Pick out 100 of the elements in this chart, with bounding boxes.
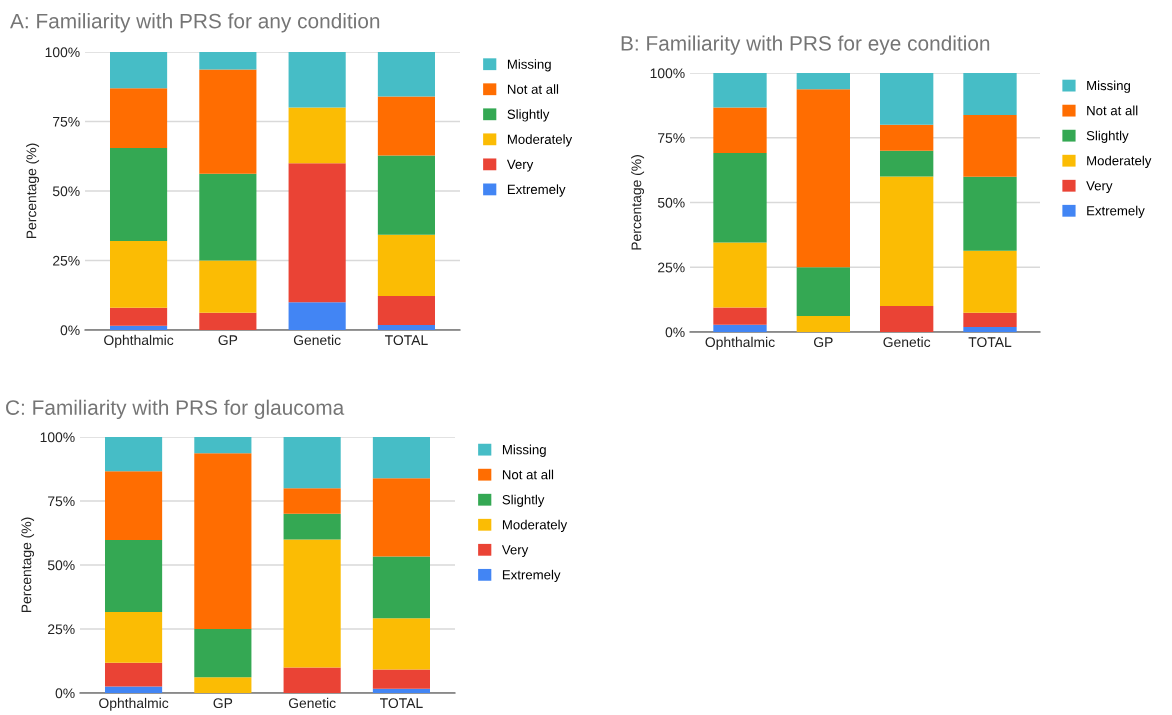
bar	[199, 260, 257, 313]
bar	[288, 302, 346, 330]
y-tick-label: 100%	[45, 47, 80, 58]
bar	[963, 312, 1017, 328]
bar	[372, 478, 430, 557]
bar	[194, 677, 252, 693]
bar	[110, 307, 168, 326]
bar	[796, 315, 850, 332]
bar	[377, 155, 435, 235]
y-tick-label: 0%	[665, 327, 685, 338]
bar	[199, 69, 257, 174]
bar	[377, 325, 435, 330]
bar	[199, 312, 257, 330]
bar	[963, 250, 1017, 313]
legend-label: Missing	[502, 444, 546, 457]
bar	[963, 73, 1017, 115]
x-tick-label: Ophthalmic	[104, 334, 174, 348]
bar	[283, 513, 341, 540]
bar	[288, 107, 346, 164]
y-tick-label: 25%	[48, 624, 75, 635]
bar	[796, 89, 850, 268]
x-tick-label: Genetic	[293, 334, 341, 346]
bar	[713, 242, 767, 308]
y-tick-label: 75%	[658, 133, 685, 143]
legend-label: Not at all	[507, 84, 559, 94]
chart-title: B: Familiarity with PRS for eye condition	[621, 35, 990, 55]
bar	[796, 73, 850, 90]
bar	[199, 173, 257, 261]
x-tick-label: Genetic	[883, 336, 931, 348]
bar	[963, 327, 1017, 332]
legend-label: Not at all	[1087, 105, 1138, 116]
bar	[283, 488, 341, 514]
y-tick-label: 0%	[60, 325, 80, 336]
bar	[372, 437, 430, 479]
chart-title: A: Familiarity with PRS for any condition	[10, 13, 380, 33]
legend-label: Slightly	[507, 109, 550, 122]
y-tick-label: 25%	[658, 262, 685, 273]
y-tick-label: 50%	[52, 186, 80, 197]
bar	[283, 667, 341, 693]
bar	[372, 669, 430, 689]
y-tick-label: 50%	[47, 560, 75, 571]
bar	[288, 52, 346, 108]
y-tick-label: 100%	[650, 68, 685, 79]
bar	[283, 437, 341, 489]
legend-label: Very	[501, 545, 529, 558]
bar	[110, 52, 168, 89]
legend-label: Extremely	[507, 184, 566, 197]
bar	[713, 153, 767, 243]
legend-label: Extremely	[502, 569, 561, 583]
bar	[377, 96, 435, 156]
bar	[880, 176, 934, 307]
y-tick-label: 50%	[657, 197, 685, 208]
bar	[194, 629, 252, 678]
x-tick-label: TOTAL	[380, 698, 423, 709]
legend-label: Slightly	[1086, 130, 1129, 143]
legend-label: Very	[506, 159, 534, 172]
bar	[105, 662, 163, 687]
legend-label: Slightly	[502, 494, 545, 507]
bar	[110, 147, 168, 242]
bar	[713, 324, 767, 332]
bar	[880, 124, 934, 151]
bar	[963, 176, 1017, 251]
bar	[199, 52, 257, 70]
bar	[288, 163, 346, 303]
bar	[796, 267, 850, 316]
x-tick-label: GP	[213, 698, 233, 709]
legend-label: Moderately	[1087, 155, 1152, 168]
legend-label: Very	[1086, 181, 1113, 193]
y-tick-label: 25%	[53, 255, 80, 266]
y-axis-title: Percentage (%)	[21, 517, 35, 613]
bar	[377, 234, 435, 297]
x-tick-label: Ophthalmic	[705, 336, 775, 350]
bar	[105, 437, 163, 472]
legend-label: Moderately	[502, 519, 568, 533]
y-tick-label: 75%	[53, 116, 80, 127]
bar	[105, 471, 163, 540]
bar	[105, 539, 163, 613]
bar	[283, 539, 341, 668]
y-tick-label: 75%	[48, 496, 75, 507]
legend-label: Missing	[507, 59, 551, 72]
y-tick-label: 100%	[40, 432, 75, 443]
x-tick-label: Ophthalmic	[99, 697, 169, 711]
bar	[880, 150, 934, 177]
bar	[713, 107, 767, 154]
legend-label: Not at all	[502, 469, 554, 480]
y-axis-title: Percentage (%)	[26, 143, 40, 239]
bar	[110, 88, 168, 148]
legend-label: Extremely	[1087, 205, 1145, 219]
legend-label: Missing	[1087, 80, 1130, 93]
y-tick-label: 0%	[55, 688, 75, 699]
x-tick-label: GP	[218, 335, 238, 346]
bar	[105, 612, 163, 663]
bar	[713, 307, 767, 325]
bar	[963, 114, 1017, 177]
x-tick-label: GP	[814, 337, 833, 348]
bar	[713, 73, 767, 108]
bar	[110, 325, 168, 330]
bar	[372, 556, 430, 619]
bar	[194, 437, 252, 454]
chart-title: C: Familiarity with PRS for glaucoma	[6, 399, 345, 420]
